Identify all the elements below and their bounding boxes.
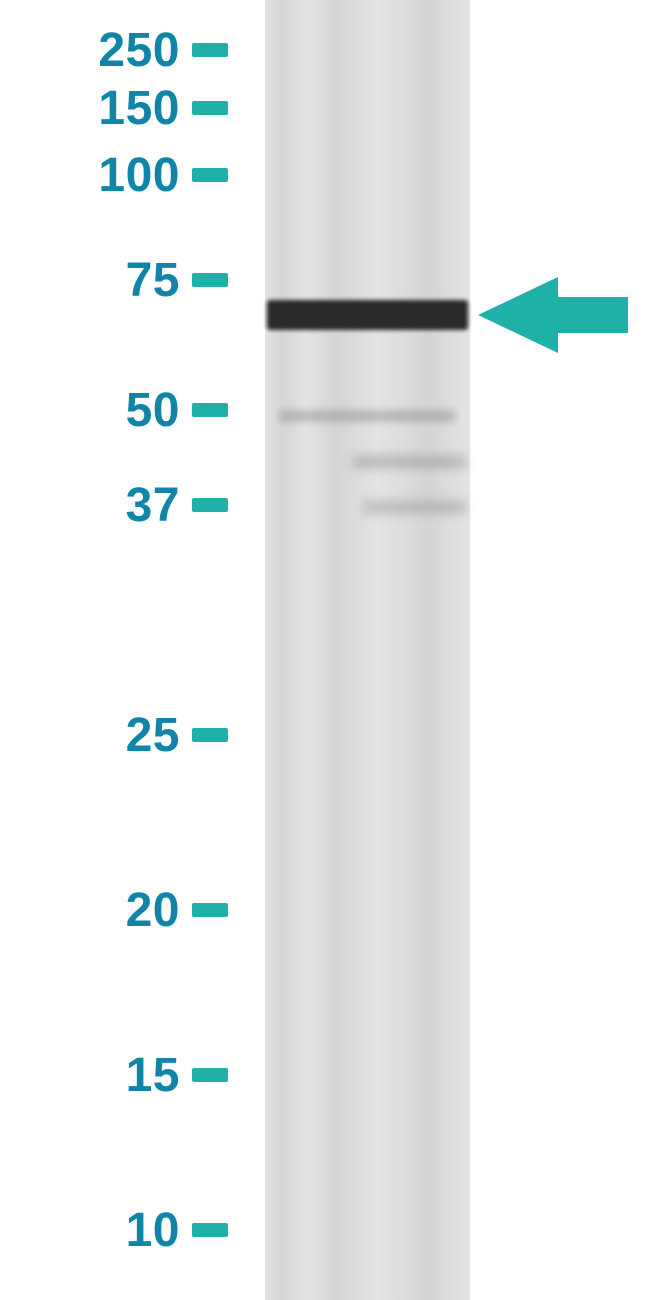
ladder-label: 10 [0,1203,180,1258]
ladder-dash-icon [192,273,228,287]
ladder-label: 75 [0,253,180,308]
ladder-label: 150 [0,81,180,136]
ladder-label: 37 [0,478,180,533]
ladder-marker-75: 75 [0,256,228,304]
western-blot-figure: 25015010075503725201510 [0,0,650,1300]
ladder-marker-10: 10 [0,1206,228,1254]
ladder-marker-100: 100 [0,151,228,199]
ladder-dash-icon [192,1223,228,1237]
ladder-marker-25: 25 [0,711,228,759]
ladder-dash-icon [192,498,228,512]
ladder-dash-icon [192,903,228,917]
ladder-dash-icon [192,168,228,182]
ladder-dash-icon [192,101,228,115]
ladder-marker-20: 20 [0,886,228,934]
faint-band-50 [280,410,454,422]
ladder-marker-150: 150 [0,84,228,132]
ladder-dash-icon [192,728,228,742]
ladder-dash-icon [192,403,228,417]
sample-lane-1 [265,0,470,1300]
faint-band-37 [363,500,466,514]
ladder-dash-icon [192,1068,228,1082]
ladder-label: 15 [0,1048,180,1103]
ladder-label: 250 [0,23,180,78]
ladder-dash-icon [192,43,228,57]
ladder-marker-15: 15 [0,1051,228,1099]
ladder-label: 20 [0,883,180,938]
ladder-label: 50 [0,383,180,438]
ladder-marker-250: 250 [0,26,228,74]
primary-band [267,300,468,330]
ladder-label: 25 [0,708,180,763]
ladder-label: 100 [0,148,180,203]
target-band-arrow-icon [478,277,628,353]
ladder-marker-50: 50 [0,386,228,434]
faint-band-45 [353,455,466,469]
ladder-marker-37: 37 [0,481,228,529]
